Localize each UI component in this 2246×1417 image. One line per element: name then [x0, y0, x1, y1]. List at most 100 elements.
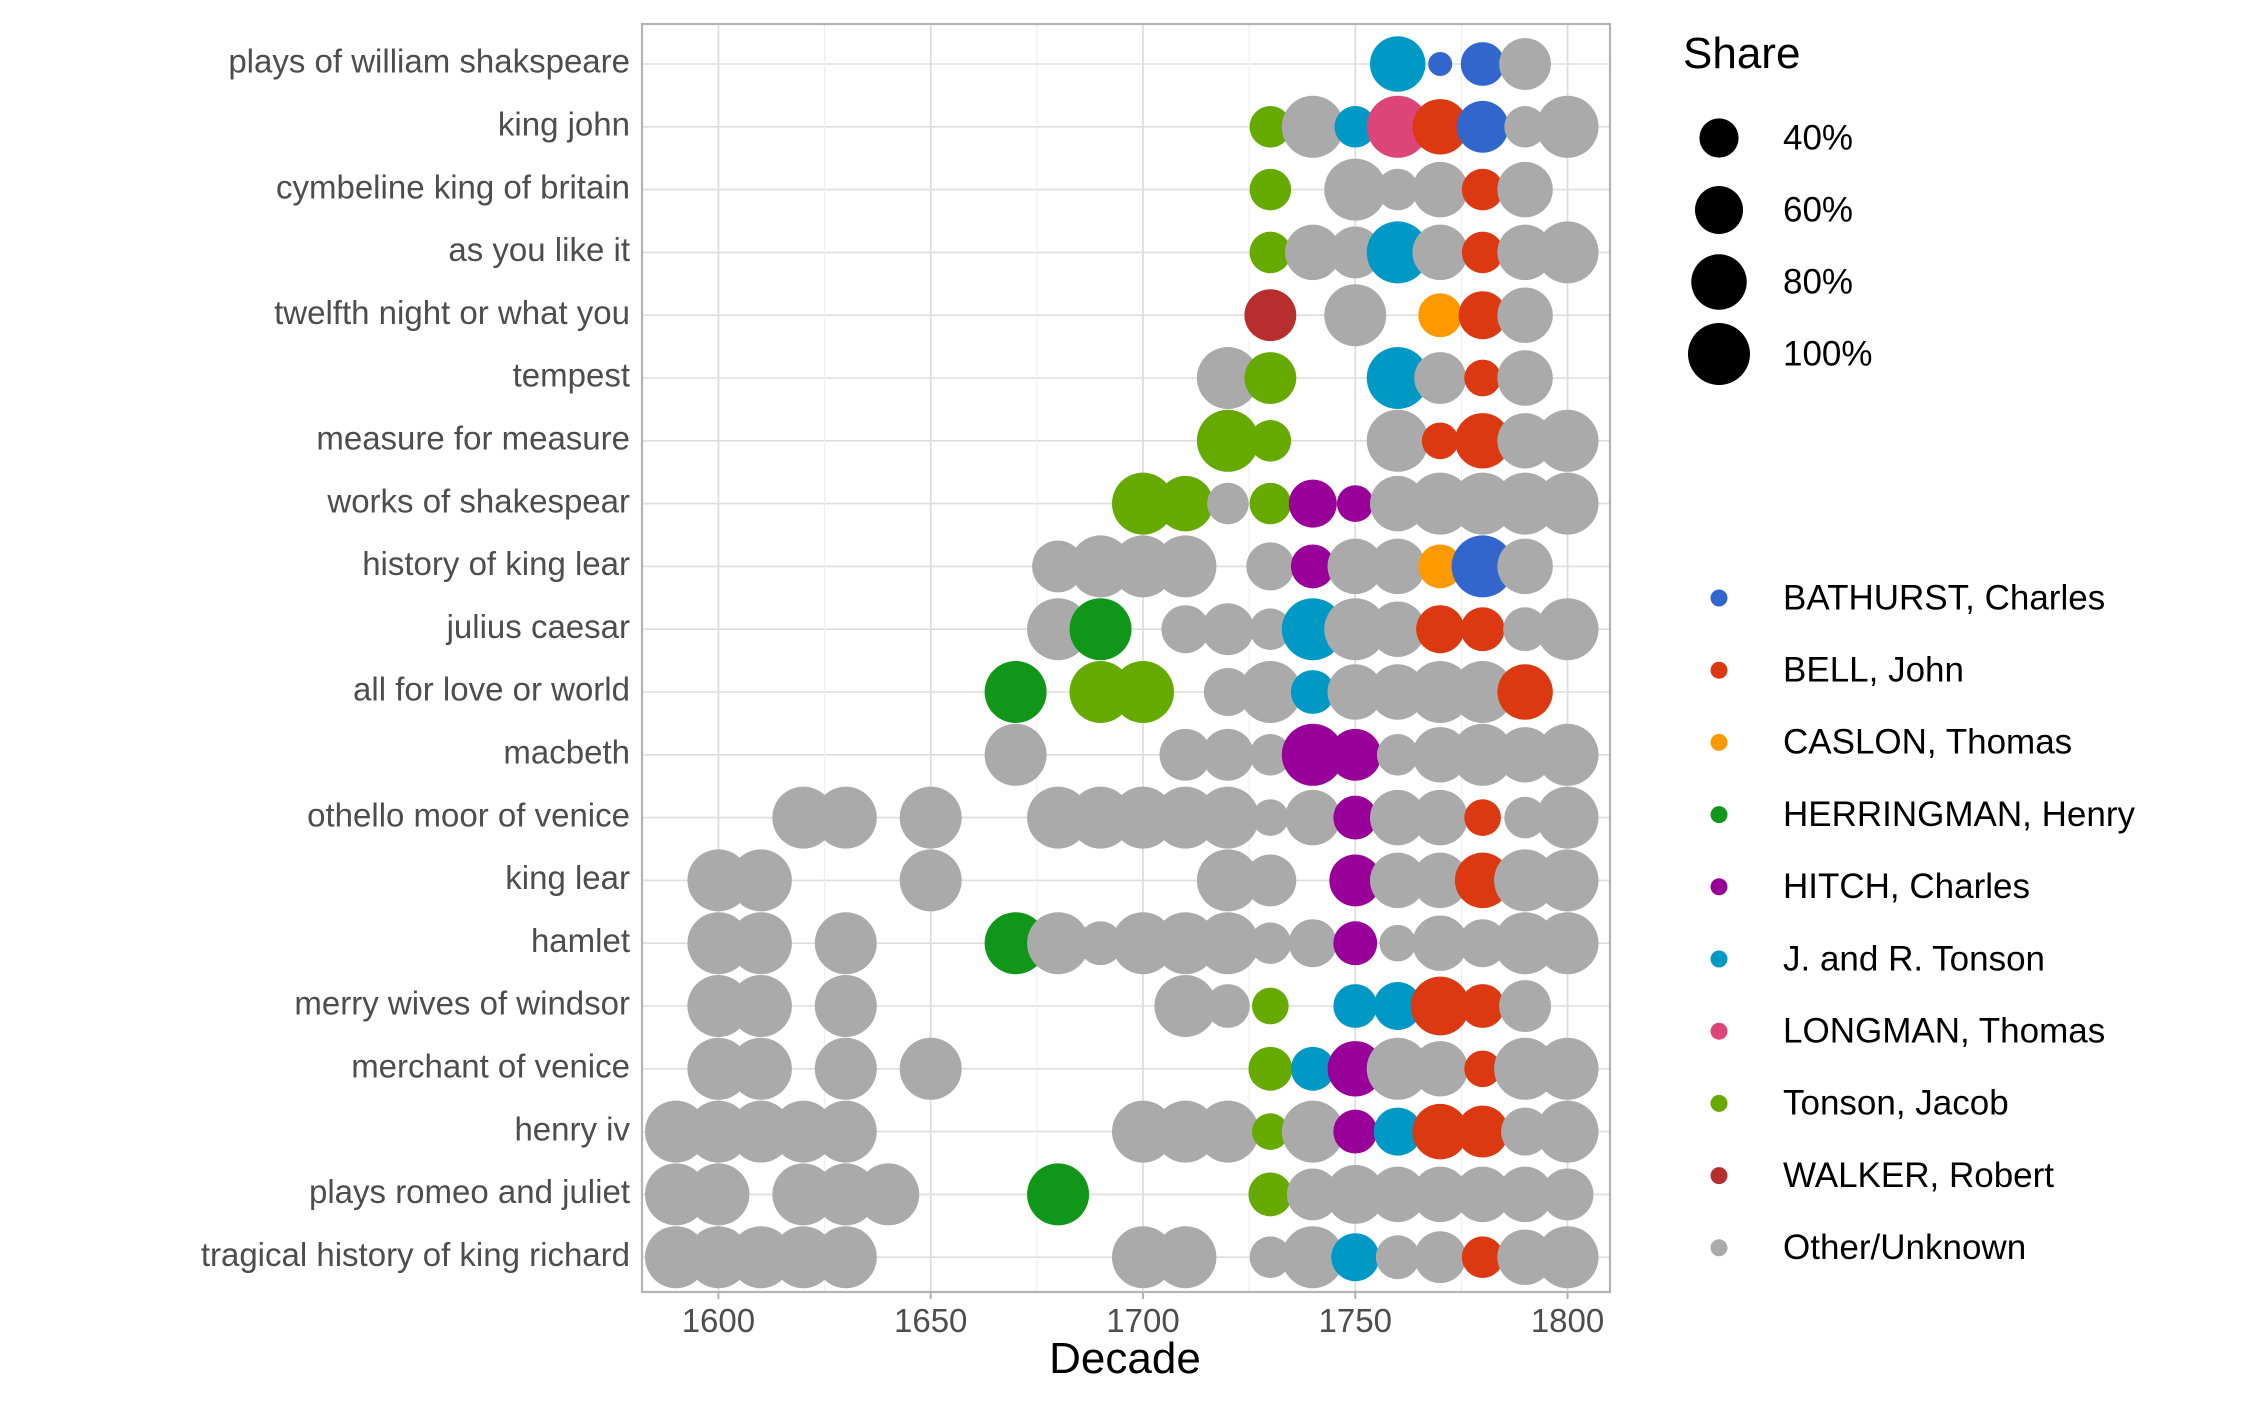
point-other-unknown [1536, 912, 1599, 975]
x-tick-label: 1750 [1319, 1302, 1392, 1339]
point-other-unknown [1369, 538, 1426, 595]
point-tonson-jacob [1244, 352, 1297, 404]
point-other-unknown [1069, 786, 1132, 849]
point-other-unknown [1286, 1168, 1339, 1221]
point-other-unknown [772, 1100, 835, 1163]
point-tonson-jacob [1196, 409, 1259, 472]
plot-panel [640, 22, 1612, 1294]
point-other-unknown [1329, 226, 1382, 279]
point-bell-john [1421, 422, 1459, 460]
point-other-unknown [1497, 161, 1553, 218]
point-other-unknown [1412, 1166, 1468, 1223]
point-other-unknown [1201, 728, 1254, 781]
y-tick-label: merchant of venice [351, 1048, 630, 1085]
point-other-unknown [1497, 413, 1553, 469]
point-other-unknown [687, 1037, 750, 1100]
y-tick-label: tempest [513, 357, 630, 394]
point-other-unknown [1154, 1100, 1217, 1163]
legend-key-other-unknown [1710, 1239, 1728, 1257]
point-tonson-jacob [1252, 987, 1289, 1025]
point-tonson-jacob [1111, 472, 1174, 535]
point-hitch-charles [1336, 485, 1374, 522]
point-other-unknown [1409, 472, 1472, 535]
point-j-and-r-tonson [1373, 1107, 1422, 1156]
point-tonson-jacob [1069, 661, 1132, 723]
y-tick-label: measure for measure [316, 420, 630, 457]
point-other-unknown [1154, 975, 1217, 1037]
y-tick-label: merry wives of windsor [294, 985, 630, 1022]
y-tick-label: twelfth night or what you [274, 294, 630, 331]
legend-label: CASLON, Thomas [1783, 723, 2072, 762]
point-bathurst-charles [1460, 42, 1505, 86]
point-other-unknown [1249, 734, 1292, 776]
point-bell-john [1461, 1236, 1504, 1278]
point-other-unknown [1504, 796, 1546, 839]
point-bell-john [1412, 99, 1468, 155]
point-walker-robert [1244, 289, 1297, 342]
point-bell-john [1464, 1050, 1501, 1088]
point-other-unknown [1412, 224, 1468, 281]
point-other-unknown [1503, 607, 1548, 652]
point-other-unknown [1154, 535, 1217, 598]
point-other-unknown [814, 1037, 877, 1100]
point-other-unknown [772, 1163, 835, 1226]
point-other-unknown [1281, 95, 1344, 158]
point-other-unknown [1111, 786, 1174, 849]
point-other-unknown [1501, 1107, 1550, 1156]
point-other-unknown [729, 1037, 792, 1100]
point-other-unknown [814, 1226, 877, 1289]
legend-key-j-and-r-tonson [1710, 950, 1728, 968]
point-other-unknown [1497, 350, 1553, 406]
point-other-unknown [1499, 38, 1552, 90]
point-other-unknown [1027, 598, 1090, 661]
point-other-unknown [1497, 727, 1553, 783]
point-other-unknown [1536, 409, 1599, 472]
point-other-unknown [1154, 786, 1217, 849]
point-other-unknown [1536, 786, 1599, 849]
y-tick-label: cymbeline king of britain [276, 168, 630, 205]
x-axis-title: Decade [1049, 1334, 1201, 1383]
point-herringman-henry [984, 661, 1047, 723]
point-other-unknown [1369, 664, 1426, 720]
legend-key-bell-john [1710, 661, 1728, 679]
size-legend-label: 100% [1783, 334, 1873, 373]
point-other-unknown [1111, 535, 1174, 598]
point-herringman-henry [984, 912, 1047, 975]
legend-key-walker-robert [1710, 1167, 1728, 1185]
point-other-unknown [729, 912, 792, 975]
point-other-unknown [1325, 1164, 1385, 1224]
legend-key-caslon-thomas [1710, 733, 1728, 751]
point-other-unknown [1246, 542, 1295, 591]
point-other-unknown [1196, 786, 1259, 849]
legend-key-longman-thomas [1710, 1022, 1728, 1040]
x-tick-label: 1700 [1106, 1302, 1179, 1339]
y-tick-label: all for love or world [353, 671, 630, 708]
point-other-unknown [687, 1163, 750, 1226]
point-other-unknown [1458, 919, 1507, 968]
point-other-unknown [1409, 661, 1472, 723]
size-legend-key [1694, 185, 1744, 235]
point-other-unknown [1369, 789, 1426, 846]
point-other-unknown [814, 912, 877, 975]
point-other-unknown [1161, 605, 1210, 654]
point-other-unknown [1281, 1226, 1344, 1289]
y-tick-label: king lear [505, 859, 630, 896]
point-bell-john [1497, 664, 1553, 720]
point-other-unknown [1536, 849, 1599, 912]
legend-key-tonson-jacob [1710, 1094, 1728, 1112]
y-tick-label: macbeth [503, 734, 630, 771]
point-j-and-r-tonson [1281, 598, 1344, 661]
point-hitch-charles [1290, 544, 1335, 589]
point-other-unknown [1369, 601, 1426, 657]
y-tick-label: othello moor of venice [307, 796, 630, 833]
point-other-unknown [814, 786, 877, 849]
point-other-unknown [729, 1226, 792, 1289]
point-tonson-jacob [1248, 1046, 1293, 1091]
y-tick-label: tragical history of king richard [201, 1236, 630, 1273]
point-other-unknown [687, 849, 750, 912]
point-other-unknown [1536, 95, 1599, 158]
point-other-unknown [1288, 919, 1337, 968]
point-other-unknown [1027, 912, 1090, 975]
point-other-unknown [729, 849, 792, 912]
